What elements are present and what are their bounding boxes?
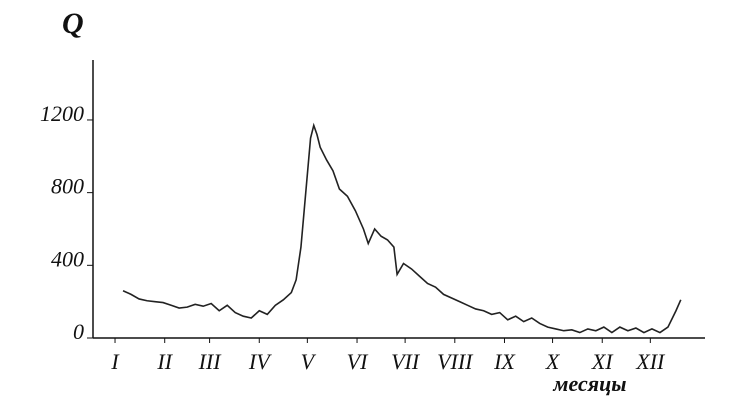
x-tick-label: XII <box>635 349 666 374</box>
x-tick-label: XI <box>591 349 614 374</box>
y-tick-label: 1200 <box>40 101 84 126</box>
x-tick-label: I <box>110 349 120 374</box>
chart-title: Q <box>62 7 84 40</box>
data-line <box>122 122 682 334</box>
x-tick-label: VIII <box>437 349 474 374</box>
x-tick-label: VI <box>347 349 369 374</box>
x-axis-label: месяцы <box>552 371 626 396</box>
x-tick-label: VII <box>391 349 421 374</box>
x-tick-label: V <box>301 349 317 374</box>
x-tick-label: II <box>156 349 173 374</box>
x-tick-label: III <box>198 349 223 374</box>
x-tick-label: X <box>545 349 561 374</box>
y-tick-label: 0 <box>73 319 84 344</box>
x-tick-label: IX <box>493 349 516 374</box>
x-tick-label: IV <box>248 349 272 374</box>
y-tick-label: 800 <box>51 174 84 199</box>
y-tick-label: 400 <box>51 246 84 271</box>
